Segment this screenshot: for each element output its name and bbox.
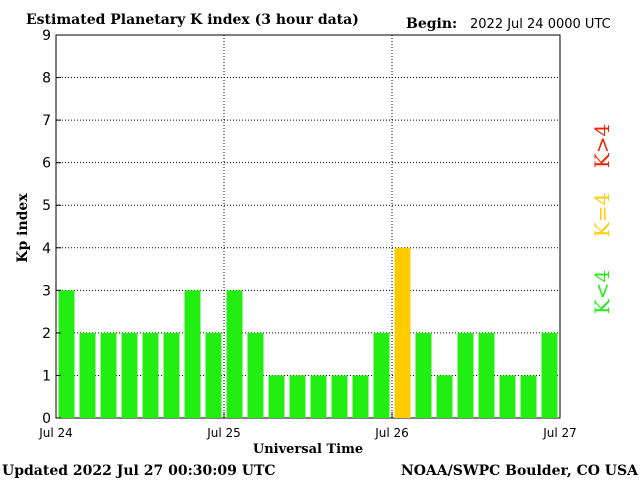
kp-bar [436, 375, 453, 418]
data-source: NOAA/SWPC Boulder, CO USA [401, 463, 639, 479]
y-tick-label: 8 [42, 71, 51, 87]
grid-lines [56, 34, 560, 418]
x-axis-label: Universal Time [253, 442, 363, 457]
kp-bar [331, 375, 348, 418]
kp-bar [352, 375, 369, 418]
y-axis-label: Kp index [15, 193, 31, 263]
x-tick-label: Jul 24 [38, 426, 73, 440]
kp-bar [457, 332, 474, 418]
y-tick-label: 0 [42, 411, 51, 427]
kp-bar [142, 332, 159, 418]
y-tick-label: 5 [42, 198, 51, 214]
kp-bar [247, 332, 264, 418]
legend-high: K>4 [590, 124, 614, 168]
y-tick-labels: 0 1 2 3 4 5 6 7 8 9 [42, 28, 61, 427]
kp-bar [541, 332, 558, 418]
kp-bar [373, 332, 390, 418]
kp-bar [58, 290, 75, 418]
updated-timestamp: Updated 2022 Jul 27 00:30:09 UTC [2, 463, 276, 479]
kp-bar [100, 332, 117, 418]
y-tick-label: 3 [42, 283, 51, 299]
bars [58, 247, 558, 418]
x-tick-labels: Jul 24 Jul 25 Jul 26 Jul 27 [38, 412, 577, 440]
kp-bar [520, 375, 537, 418]
y-tick-label: 9 [42, 28, 51, 44]
kp-bar [415, 332, 432, 418]
kp-bar [121, 332, 138, 418]
y-tick-label: 6 [42, 156, 51, 172]
kp-bar [79, 332, 96, 418]
y-tick-label: 7 [42, 113, 51, 129]
y-tick-label: 4 [42, 241, 51, 257]
kp-bar [226, 290, 243, 418]
begin-value: 2022 Jul 24 0000 UTC [470, 17, 611, 32]
chart-title: Estimated Planetary K index (3 hour data… [26, 12, 359, 28]
kp-bar [499, 375, 516, 418]
kp-bar [289, 375, 306, 418]
x-tick-label: Jul 26 [374, 426, 409, 440]
kp-bar [184, 290, 201, 418]
legend-low: K<4 [590, 270, 614, 314]
plot-area [55, 34, 561, 419]
begin-label: Begin: [406, 16, 457, 32]
kp-bar [394, 247, 411, 418]
y-tick-label: 2 [42, 326, 51, 342]
x-tick-label: Jul 25 [206, 426, 241, 440]
kp-bar [205, 332, 222, 418]
kp-bar [163, 332, 180, 418]
x-tick-label: Jul 27 [542, 426, 577, 440]
kp-bar [478, 332, 495, 418]
kp-bar [310, 375, 327, 418]
y-tick-label: 1 [42, 368, 51, 384]
legend-mid: K=4 [590, 193, 614, 237]
kp-bar [268, 375, 285, 418]
